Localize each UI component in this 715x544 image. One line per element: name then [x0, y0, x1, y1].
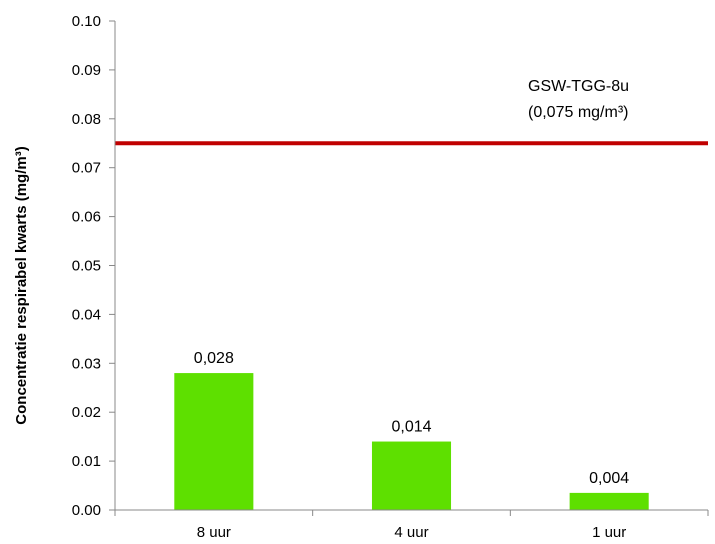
reference-line-label: GSW-TGG-8u	[528, 78, 629, 95]
bar	[569, 492, 649, 510]
y-tick-label: 0.01	[72, 453, 101, 470]
y-tick-label: 0.02	[72, 404, 101, 421]
x-tick-label: 1 uur	[592, 524, 626, 541]
y-tick-label: 0.07	[72, 160, 101, 177]
data-label: 0,004	[589, 470, 629, 487]
y-tick-label: 0.08	[72, 111, 101, 128]
reference-line-group: GSW-TGG-8u (0,075 mg/m³)	[115, 78, 708, 146]
x-axis-ticks: 8 uur 4 uur 1 uur	[114, 510, 709, 541]
bars	[174, 373, 649, 510]
y-tick-label: 0.05	[72, 258, 101, 275]
y-axis-ticks: 0.00 0.01 0.02 0.03 0.04 0.05 0.06 0.07 0.08 0.09…	[72, 13, 115, 519]
y-tick-label: 0.09	[72, 62, 101, 79]
y-tick-label: 0.04	[72, 306, 101, 323]
data-label: 0,014	[391, 419, 431, 436]
y-tick-label: 0.06	[72, 209, 101, 226]
bar	[174, 373, 254, 510]
reference-line-value-label: (0,075 mg/m³)	[528, 104, 628, 121]
bar	[371, 441, 452, 510]
data-label: 0,028	[194, 350, 234, 367]
x-tick-label: 4 uur	[394, 524, 428, 541]
x-tick-label: 8 uur	[197, 524, 231, 541]
y-tick-label: 0.03	[72, 355, 101, 372]
y-tick-label: 0.00	[72, 502, 101, 519]
data-labels: 0,028 0,014 0,004	[194, 350, 629, 487]
y-tick-label: 0.10	[72, 13, 101, 30]
y-axis-title: Concentratie respirabel kwarts (mg/m³)	[13, 146, 30, 424]
